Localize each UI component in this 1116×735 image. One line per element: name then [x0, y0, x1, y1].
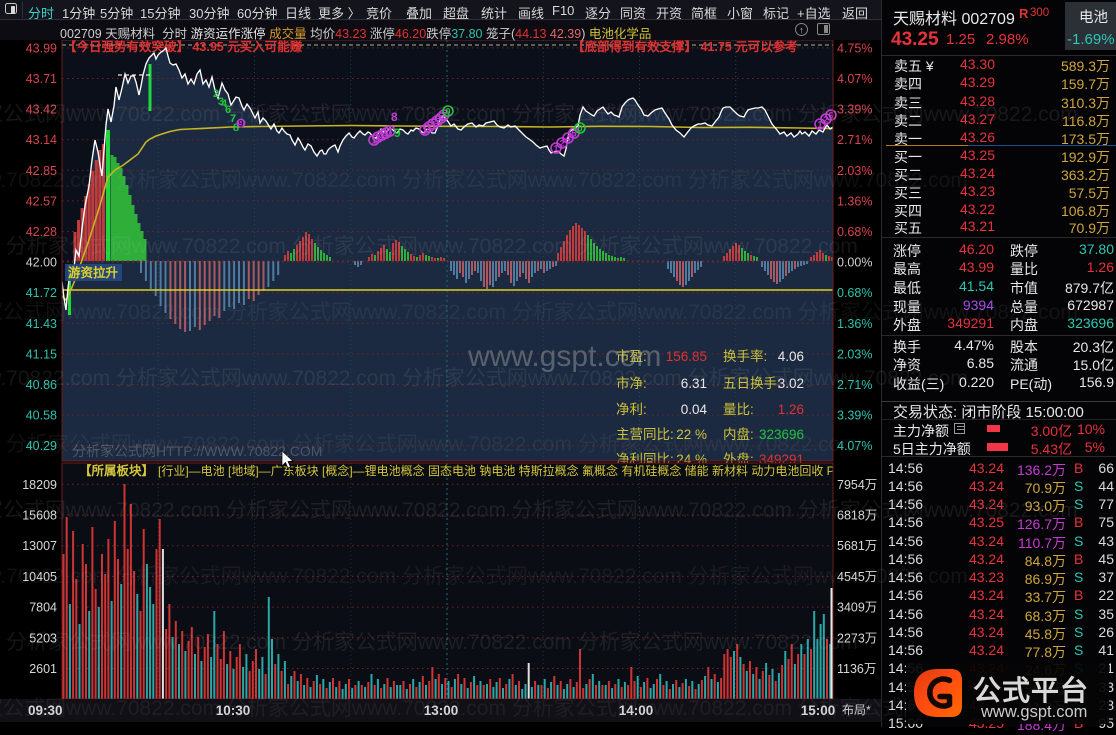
svg-text:10405: 10405	[22, 570, 57, 584]
svg-text:0: 0	[446, 107, 451, 117]
svg-text:22 %: 22 %	[676, 427, 707, 442]
svg-text:13007: 13007	[22, 539, 57, 553]
svg-text:4.07%: 4.07%	[837, 72, 872, 86]
svg-text:量比:: 量比:	[723, 402, 754, 417]
svg-text:6: 6	[225, 104, 231, 116]
svg-text:7: 7	[388, 127, 393, 137]
svg-text:2: 2	[824, 115, 829, 125]
svg-text:内盘:: 内盘:	[723, 426, 754, 442]
svg-text:【所属板块】: 【所属板块】	[79, 463, 154, 478]
svg-text:3.02: 3.02	[778, 376, 804, 391]
svg-text:3: 3	[218, 96, 224, 108]
svg-text:3409万: 3409万	[837, 601, 877, 615]
svg-text:【今日强势有效突破】 43.95 元买入可能赚: 【今日强势有效突破】 43.95 元买入可能赚	[64, 39, 303, 54]
svg-text:9: 9	[394, 126, 401, 140]
svg-text:2273万: 2273万	[837, 631, 877, 645]
svg-text:市盈:: 市盈:	[616, 348, 647, 364]
svg-text:42.00: 42.00	[26, 256, 57, 270]
svg-text:5681万: 5681万	[837, 539, 877, 553]
svg-text:156.85: 156.85	[666, 349, 707, 364]
svg-text:10:30: 10:30	[216, 703, 251, 718]
svg-text:5: 5	[572, 129, 577, 139]
svg-text:0.68%: 0.68%	[837, 286, 872, 300]
svg-text:43.14: 43.14	[26, 133, 57, 147]
svg-text:42.28: 42.28	[26, 225, 57, 239]
svg-text:游资拉升: 游资拉升	[68, 265, 119, 280]
svg-text:09:30: 09:30	[28, 703, 63, 718]
svg-text:五日换手:: 五日换手:	[723, 376, 781, 391]
svg-text:43.99: 43.99	[26, 41, 57, 55]
svg-text:3.39%: 3.39%	[837, 409, 872, 423]
svg-text:43.42: 43.42	[26, 103, 57, 117]
svg-text:41.15: 41.15	[26, 347, 57, 361]
svg-text:13:00: 13:00	[424, 703, 459, 718]
svg-text:40.29: 40.29	[26, 439, 57, 453]
svg-text:4: 4	[221, 98, 228, 110]
svg-text:1.36%: 1.36%	[837, 317, 872, 331]
svg-text:0.68%: 0.68%	[837, 225, 872, 239]
svg-text:4.75%: 4.75%	[837, 41, 872, 55]
svg-text:5203: 5203	[29, 631, 57, 645]
svg-text:7804: 7804	[29, 601, 57, 615]
svg-text:6818万: 6818万	[837, 509, 877, 523]
svg-text:323696: 323696	[759, 427, 804, 442]
svg-text:43.71: 43.71	[26, 72, 57, 86]
svg-text:市净:: 市净:	[616, 375, 647, 391]
svg-text:2.71%: 2.71%	[837, 378, 872, 392]
svg-text:7: 7	[442, 111, 447, 121]
svg-text:3.39%: 3.39%	[837, 103, 872, 117]
svg-text:4.06: 4.06	[778, 349, 804, 364]
svg-text:2.03%: 2.03%	[837, 347, 872, 361]
svg-text:0: 0	[578, 124, 583, 134]
svg-text:40.58: 40.58	[26, 409, 57, 423]
svg-text:4: 4	[566, 134, 571, 144]
svg-text:9: 9	[239, 119, 244, 129]
svg-text:4.07%: 4.07%	[837, 439, 872, 453]
svg-text:2601: 2601	[29, 662, 57, 676]
svg-text:7: 7	[230, 113, 236, 125]
svg-text:6.31: 6.31	[681, 376, 707, 391]
svg-text:6: 6	[829, 111, 834, 121]
svg-text:15608: 15608	[22, 509, 57, 523]
svg-text:2: 2	[560, 139, 565, 149]
svg-text:1.36%: 1.36%	[837, 194, 872, 208]
svg-text:1136万: 1136万	[837, 662, 876, 676]
svg-text:41.72: 41.72	[26, 286, 57, 300]
svg-text:【底部得到有效支撑】 41.75 元可以参考: 【底部得到有效支撑】 41.75 元可以参考	[572, 39, 798, 54]
svg-text:1.26: 1.26	[778, 402, 804, 417]
svg-text:0.00%: 0.00%	[837, 256, 872, 270]
svg-text:15:00: 15:00	[801, 703, 836, 718]
svg-text:14:00: 14:00	[619, 703, 654, 718]
svg-text:2.71%: 2.71%	[837, 133, 872, 147]
svg-text:42.85: 42.85	[26, 164, 57, 178]
svg-text:主营同比:: 主营同比:	[616, 427, 674, 442]
svg-text:7954万: 7954万	[837, 478, 877, 492]
svg-text:2.03%: 2.03%	[837, 164, 872, 178]
svg-text:1: 1	[818, 120, 823, 130]
svg-text:4545万: 4545万	[837, 570, 877, 584]
svg-text:41.43: 41.43	[26, 317, 57, 331]
svg-text:2: 2	[213, 88, 219, 100]
svg-text:0.04: 0.04	[681, 402, 708, 417]
svg-text:[行业]—电池 [地域]—广东板块 [概念]—锂电池概念 固: [行业]—电池 [地域]—广东板块 [概念]—锂电池概念 固态电池 钠电池 特斯…	[158, 463, 843, 478]
svg-text:换手率:: 换手率:	[723, 348, 767, 364]
svg-text:18209: 18209	[22, 478, 57, 492]
svg-text:1: 1	[554, 144, 559, 154]
svg-text:40.86: 40.86	[26, 378, 57, 392]
svg-text:42.57: 42.57	[26, 194, 57, 208]
svg-text:净利:: 净利:	[616, 402, 647, 417]
svg-text:布局*: 布局*	[842, 703, 871, 717]
svg-text:8: 8	[233, 122, 239, 134]
svg-text:8: 8	[391, 110, 398, 124]
